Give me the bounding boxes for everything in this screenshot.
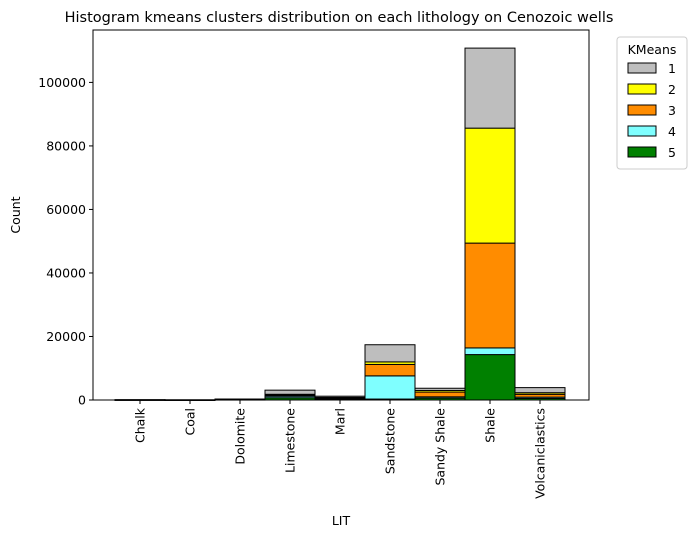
legend-swatch-cluster-3 [627,104,657,116]
legend-label-cluster-5: 5 [668,145,676,160]
x-tick-label-dolomite: Dolomite [233,408,248,465]
x-tick-label-chalk: Chalk [133,407,148,443]
y-tick-label: 80000 [46,138,86,153]
y-tick-label: 100000 [38,75,86,90]
bar-segment-shale-cluster-2 [464,127,516,244]
legend-label-cluster-1: 1 [668,61,676,76]
bars-layer [114,47,566,401]
bar-segment-shale-cluster-3 [464,242,516,349]
x-tick-label-sandy-shale: Sandy Shale [433,408,448,486]
y-tick-label: 60000 [46,202,86,217]
bar-segment-marl-cluster-1 [314,395,366,398]
bar-segment-volcaniclastics-cluster-1 [514,387,566,394]
y-axis: 0 20000 40000 60000 80000 100000 [38,75,93,408]
x-tick-label-limestone: Limestone [283,408,298,473]
y-axis-label: Count [8,196,23,233]
legend-swatch-cluster-4 [627,125,657,137]
legend-swatch-cluster-5 [627,146,657,158]
legend-label-cluster-2: 2 [668,82,676,97]
plot-area-frame [92,29,590,401]
legend-swatch-cluster-1 [627,62,657,74]
y-tick-label: 0 [78,393,86,408]
bar-segment-shale-cluster-1 [464,47,516,129]
bar-segment-sandy-shale-cluster-1 [414,387,466,391]
legend-title: KMeans [628,42,677,57]
y-tick-label: 40000 [46,265,86,280]
bar-segment-sandstone-cluster-3 [364,363,416,377]
legend-label-cluster-3: 3 [668,103,676,118]
bar-segment-shale-cluster-4 [464,347,516,356]
x-axis-label: LIT [332,513,351,528]
x-tick-label-coal: Coal [183,408,198,436]
bar-segment-limestone-cluster-1 [264,389,316,395]
bar-segment-shale-cluster-5 [464,354,516,401]
x-tick-label-marl: Marl [333,408,348,435]
bar-segment-sandy-shale-cluster-3 [414,391,466,398]
bar-segment-sandstone-cluster-4 [364,375,416,400]
legend: KMeans 1 2 3 4 5 [616,36,688,170]
x-axis: Chalk Coal Dolomite Limestone Marl Sandstone S… [133,400,548,499]
y-tick-label: 20000 [46,329,86,344]
chart-title: Histogram kmeans clusters distribution o… [65,10,614,26]
legend-swatch-cluster-2 [627,83,657,95]
bar-segment-sandstone-cluster-1 [364,344,416,363]
x-tick-label-shale: Shale [483,408,498,443]
x-tick-label-sandstone: Sandstone [383,408,398,474]
x-tick-label-volcaniclastics: Volcaniclastics [533,408,548,499]
legend-label-cluster-4: 4 [668,124,676,139]
